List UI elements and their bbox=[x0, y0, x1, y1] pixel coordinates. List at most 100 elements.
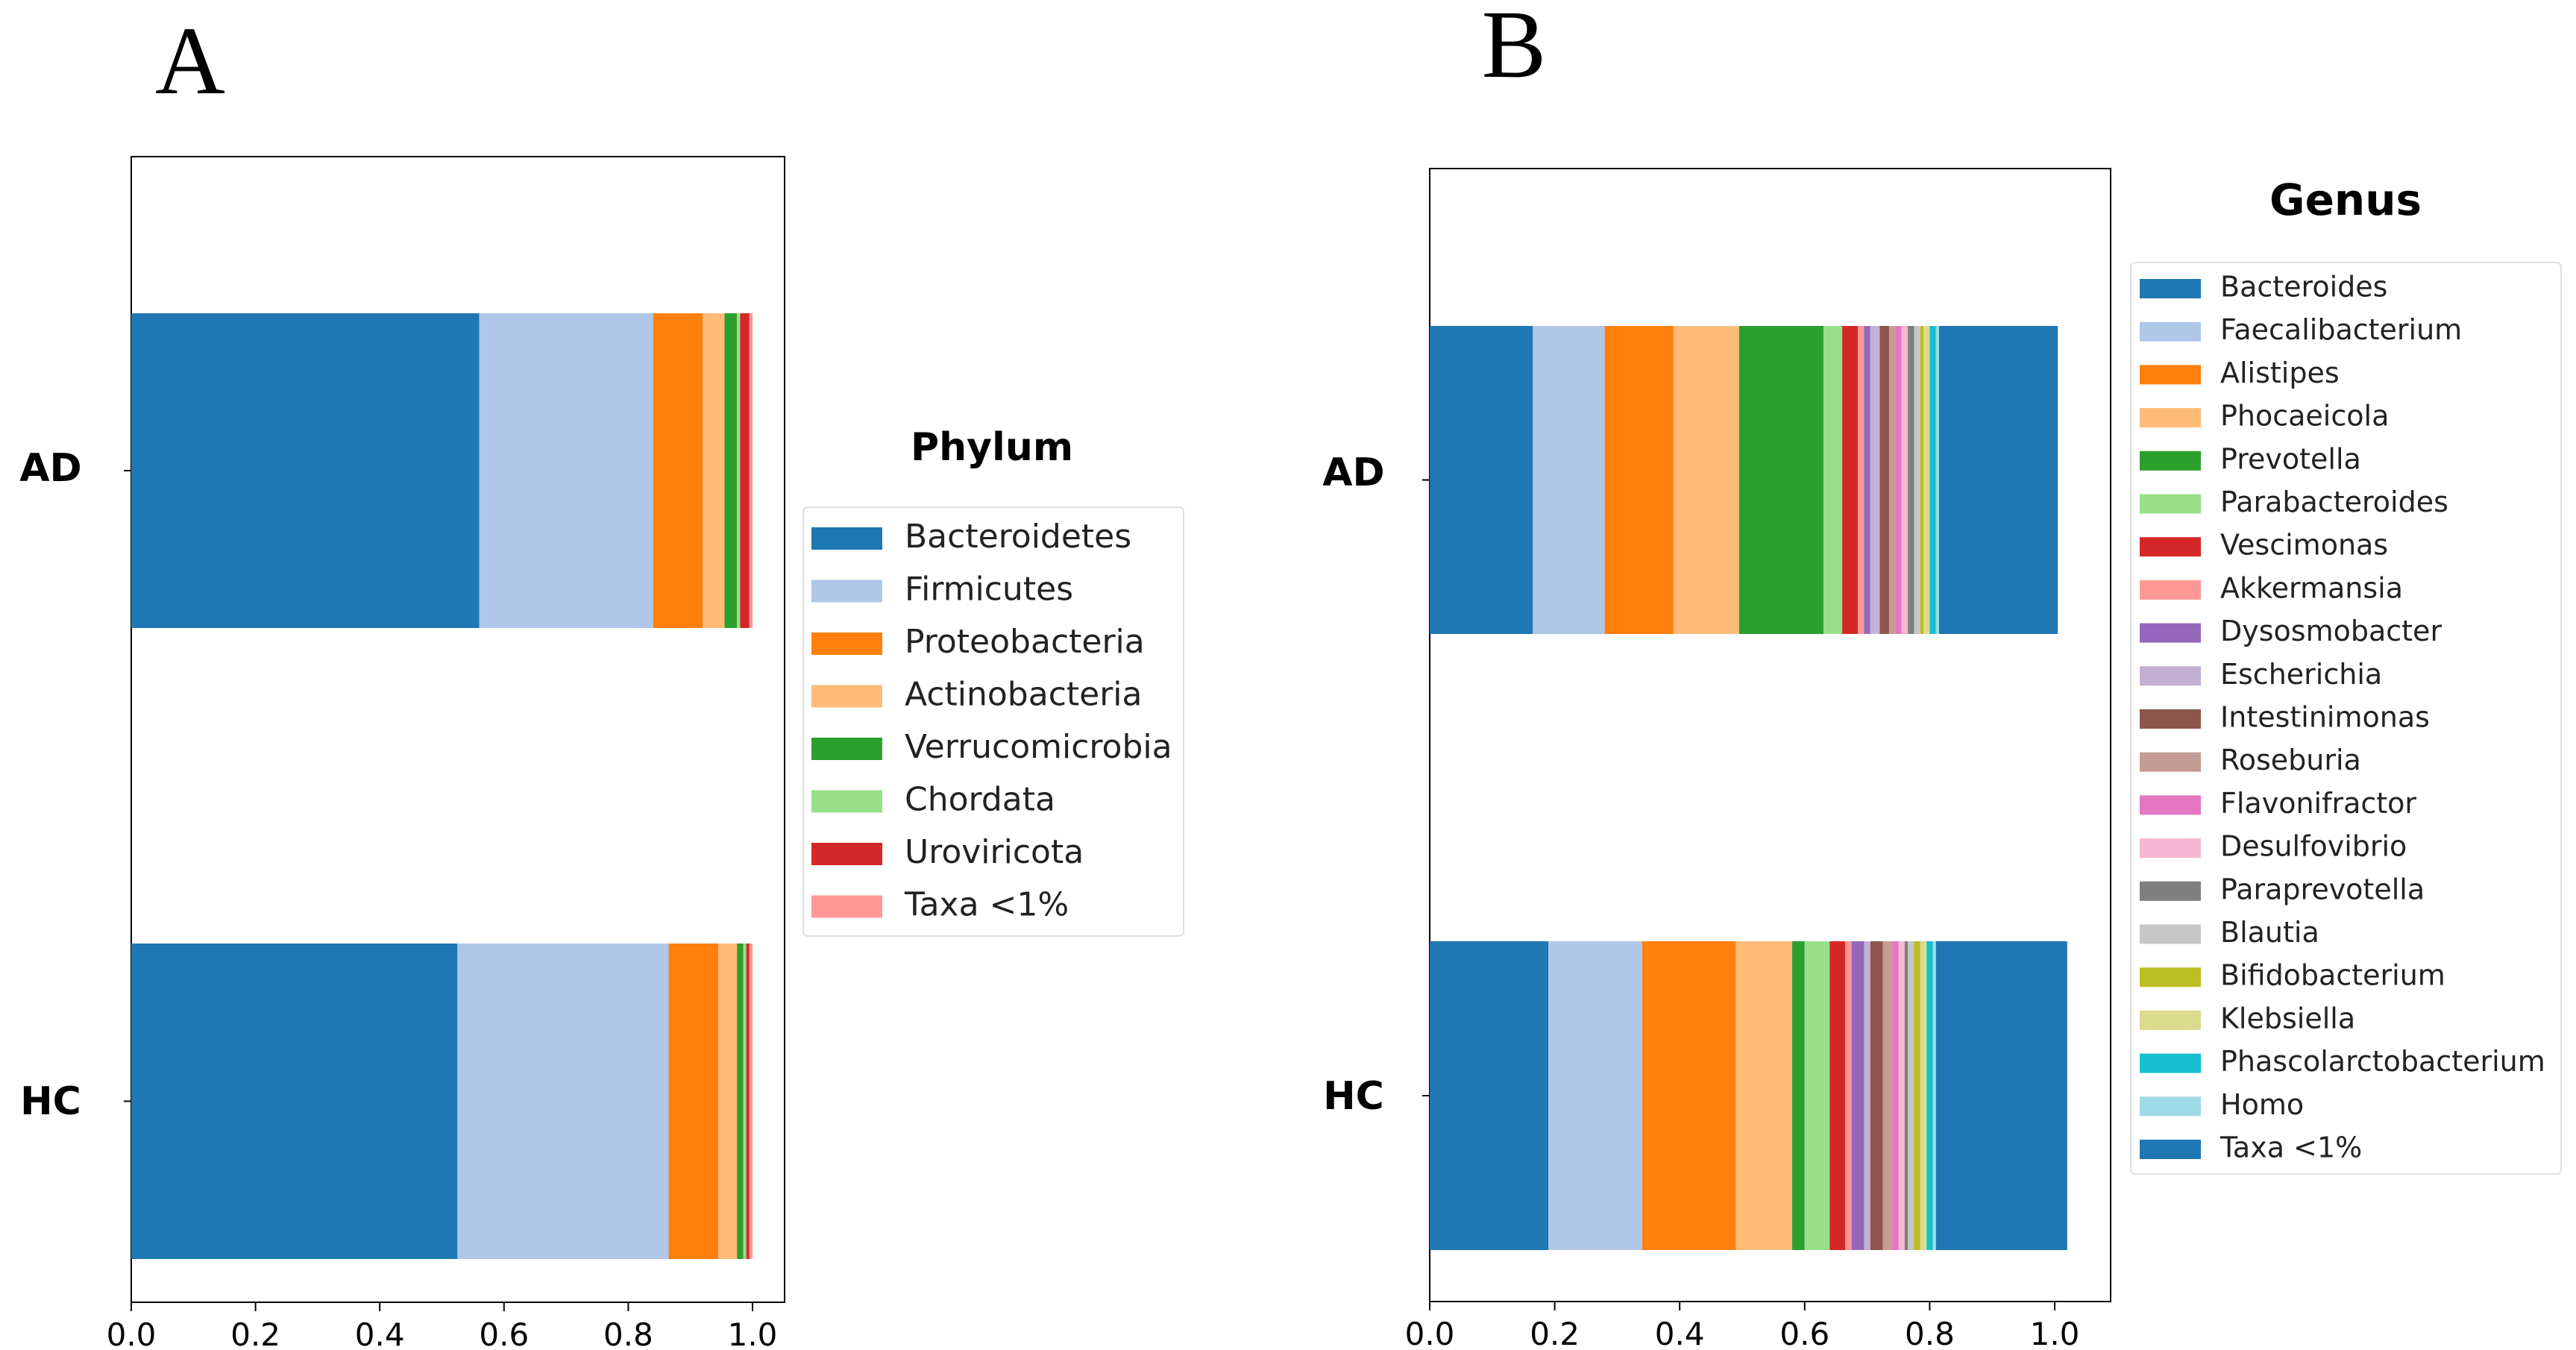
legend-label: Intestinimonas bbox=[2220, 701, 2430, 734]
panel-b: B AD HC 0.0 0.2 0.4 0.6 0.8 1.0 Genus Bacteroides F… bbox=[1322, 0, 2562, 1350]
bar-segment bbox=[1735, 941, 1793, 1250]
bar-segment bbox=[1914, 326, 1920, 634]
bar-segment bbox=[1851, 941, 1865, 1250]
legend-label: Prevotella bbox=[2220, 442, 2361, 475]
bar-segment bbox=[1870, 326, 1880, 634]
x-tick-label: 0.8 bbox=[603, 1316, 653, 1350]
panel-a: A AD HC 0.0 0.2 0.4 0.6 0.8 1.0 Phylum Bacteroidet… bbox=[19, 7, 1184, 1350]
legend-label: Bacteroides bbox=[2220, 271, 2387, 304]
legend-swatch bbox=[811, 738, 882, 760]
bar-segment bbox=[1829, 941, 1846, 1250]
axes-frame bbox=[1429, 168, 2111, 1302]
legend-swatch bbox=[2140, 838, 2201, 858]
legend-label: Vescimonas bbox=[2220, 529, 2388, 562]
category-label: AD bbox=[19, 446, 81, 491]
bar-segment bbox=[743, 944, 747, 1259]
x-tick-label: 0.2 bbox=[1530, 1316, 1580, 1350]
legend-swatch bbox=[2140, 1010, 2201, 1030]
legend-label: Phascolarctobacterium bbox=[2220, 1045, 2545, 1078]
bar-segment bbox=[1864, 941, 1870, 1250]
bar-segment bbox=[737, 313, 741, 628]
bar-segment bbox=[1738, 326, 1823, 634]
legend-label: Taxa <1% bbox=[2220, 1131, 2362, 1164]
legend-swatch bbox=[2140, 924, 2201, 944]
legend-label: Alistipes bbox=[2220, 357, 2340, 389]
x-tick-label: 1.0 bbox=[2030, 1316, 2080, 1350]
bar-segment bbox=[1604, 326, 1674, 634]
legend-label: Phocaeicola bbox=[2220, 400, 2389, 433]
bar-segment bbox=[703, 313, 725, 628]
bar-segment bbox=[1932, 941, 1936, 1250]
legend-swatch bbox=[811, 895, 882, 918]
x-tick-label: 0.2 bbox=[230, 1316, 280, 1350]
legend-label: Parabacteroides bbox=[2220, 486, 2448, 518]
legend-swatch bbox=[2140, 580, 2201, 600]
bar-segment bbox=[1430, 941, 1549, 1250]
bar-segment bbox=[1935, 941, 2067, 1250]
x-tick-label: 0.4 bbox=[355, 1316, 405, 1350]
legend-swatch bbox=[2140, 709, 2201, 729]
legend-swatch bbox=[2140, 537, 2201, 557]
bar-segment bbox=[737, 944, 744, 1259]
category-label: AD bbox=[1322, 450, 1384, 495]
bar-segment bbox=[724, 313, 738, 628]
legend-label: Chordata bbox=[905, 781, 1055, 819]
legend-label: Klebsiella bbox=[2220, 1002, 2355, 1035]
legend-title: Genus bbox=[2269, 175, 2422, 225]
legend-label: Paraprevotella bbox=[2220, 873, 2425, 905]
legend-label: Roseburia bbox=[2220, 744, 2361, 776]
legend-label: Desulfovibrio bbox=[2220, 830, 2407, 863]
legend-swatch bbox=[2140, 494, 2201, 514]
bar-segment bbox=[1926, 941, 1933, 1250]
bar-segment bbox=[1935, 326, 1939, 634]
bar-segment bbox=[1642, 941, 1736, 1250]
bar-segment bbox=[1430, 326, 1533, 634]
bar-segment bbox=[1804, 941, 1830, 1250]
legend-swatch bbox=[2140, 881, 2201, 901]
panel-letter: A bbox=[155, 7, 225, 115]
legend-swatch bbox=[2140, 795, 2201, 815]
legend-swatch bbox=[2140, 666, 2201, 686]
legend-label: Bifidobacterium bbox=[2220, 959, 2445, 992]
legend-swatch bbox=[811, 632, 882, 655]
category-label: HC bbox=[20, 1079, 81, 1124]
legend-swatch bbox=[811, 843, 882, 865]
x-tick-label: 0.0 bbox=[107, 1316, 157, 1350]
category-label: HC bbox=[1323, 1074, 1384, 1119]
legend-title: Phylum bbox=[911, 425, 1073, 470]
legend-swatch bbox=[2140, 752, 2201, 772]
legend-swatch bbox=[2140, 279, 2201, 298]
legend-swatch bbox=[2140, 1053, 2201, 1073]
legend-swatch bbox=[2140, 1140, 2201, 1159]
legend-label: Faecalibacterium bbox=[2220, 313, 2462, 346]
legend-label: Bacteroidetes bbox=[905, 518, 1131, 556]
legend-box bbox=[802, 506, 1184, 937]
panel-letter: B bbox=[1482, 0, 1547, 98]
bar-segment bbox=[1901, 326, 1909, 634]
bar-segment bbox=[1842, 326, 1859, 634]
bar-segment bbox=[1938, 326, 2058, 634]
bar-segment bbox=[1858, 326, 1865, 634]
legend-swatch bbox=[2140, 1096, 2201, 1117]
bar-segment bbox=[1920, 941, 1927, 1250]
legend-label: Firmicutes bbox=[905, 571, 1073, 609]
x-tick-label: 1.0 bbox=[728, 1316, 778, 1350]
bar-segment bbox=[1908, 941, 1914, 1250]
bar-segment bbox=[1879, 326, 1889, 634]
bar-segment bbox=[457, 944, 669, 1259]
bar-segment bbox=[1533, 326, 1605, 634]
bar-segment bbox=[1904, 941, 1909, 1250]
bar-segment bbox=[718, 944, 738, 1259]
legend-swatch bbox=[2140, 365, 2201, 385]
legend-swatch bbox=[811, 790, 882, 813]
legend-swatch bbox=[2140, 321, 2201, 342]
bar-segment bbox=[1673, 326, 1739, 634]
bar-segment bbox=[1792, 941, 1805, 1250]
bar-segment bbox=[1864, 326, 1870, 634]
bar-segment bbox=[1888, 326, 1896, 634]
bar-segment bbox=[131, 944, 458, 1259]
x-tick-label: 0.0 bbox=[1405, 1316, 1455, 1350]
bar-segment bbox=[1898, 941, 1905, 1250]
bar-segment bbox=[668, 944, 719, 1259]
legend-label: Homo bbox=[2220, 1088, 2304, 1121]
